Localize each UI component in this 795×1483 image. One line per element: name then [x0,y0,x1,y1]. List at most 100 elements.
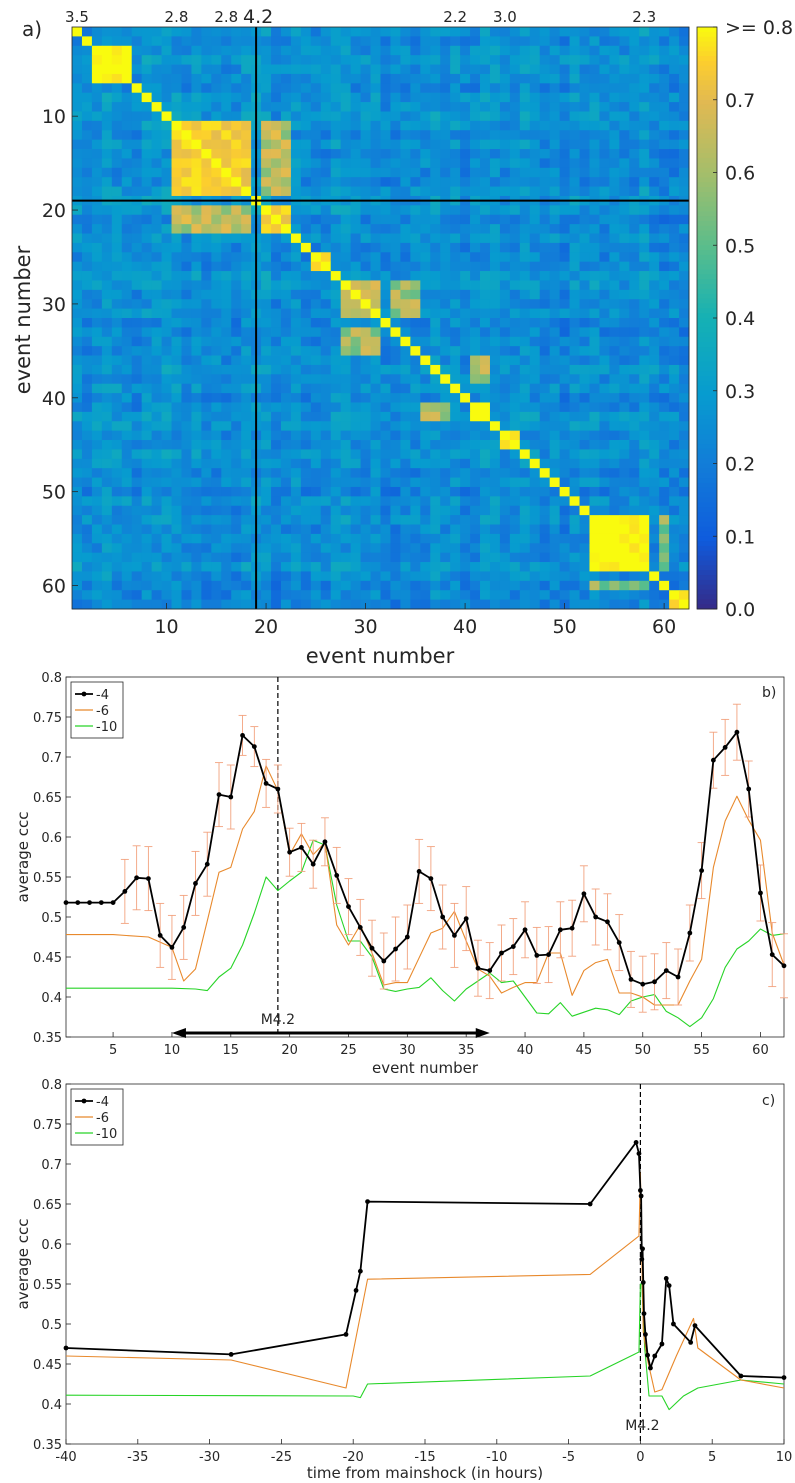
heatmap-cell [589,111,600,122]
heatmap-cell [569,92,580,103]
heatmap-cell [261,214,272,225]
heatmap-cell [659,411,670,422]
heatmap-cell [499,224,511,234]
heatmap-cell [629,224,640,234]
heatmap-cell [599,336,610,347]
heatmap-cell [141,308,153,319]
heatmap-cell [121,355,133,366]
heatmap-cell [181,45,192,56]
heatmap-cell [231,496,242,507]
heatmap-cell [380,224,391,234]
heatmap-cell [569,393,580,403]
heatmap-cell [519,515,531,525]
heatmap-cell [529,280,541,291]
heatmap-cell [480,233,491,244]
colorbar-segment [697,148,717,154]
colorbar-segment [697,284,717,290]
heatmap-cell [350,158,361,169]
heatmap-cell [141,393,153,403]
heatmap-cell [380,299,391,310]
heatmap-cell [599,449,610,460]
heatmap-cell [569,449,580,460]
heatmap-cell [72,468,83,478]
heatmap-cell [519,336,531,347]
ytick-label: 0.55 [33,1278,62,1293]
heatmap-cell [679,299,690,310]
heatmap-cell [549,524,561,535]
heatmap-cell [181,289,192,300]
heatmap-cell [669,571,680,582]
heatmap-cell [679,571,690,582]
heatmap-cell [410,590,421,601]
heatmap-cell [81,280,93,291]
heatmap-cell [509,449,521,460]
heatmap-cell [81,458,93,469]
heatmap-cell [320,402,332,413]
heatmap-cell [460,327,471,338]
heatmap-cell [380,111,391,122]
heatmap-cell [121,64,133,75]
panel-c-line-chart: c) -40 -35 -30 -25 -20 -15 -10 -5 0 5 100.350.40.4… [14,1078,792,1482]
heatmap-cell [599,458,610,469]
heatmap-cell [81,205,93,216]
heatmap-cell [360,64,371,75]
heatmap-cell [211,158,222,169]
data-point [353,1288,359,1293]
heatmap-cell [410,167,421,178]
heatmap-cell [400,346,411,356]
heatmap-cell [480,205,491,216]
heatmap-cell [290,102,302,112]
heatmap-cell [241,186,252,197]
heatmap-cell [400,533,411,544]
heatmap-cell [440,139,451,150]
heatmap-cell [201,318,212,328]
heatmap-cell [499,111,511,122]
heatmap-cell [111,524,123,535]
heatmap-cell [430,55,441,65]
heatmap-cell [380,374,391,385]
data-point [228,794,234,800]
heatmap-cell [489,562,501,572]
heatmap-cell [599,289,610,300]
heatmap-cell [261,562,272,572]
heatmap-cell [440,120,451,131]
heatmap-cell [290,27,302,37]
heatmap-cell [669,524,680,535]
heatmap-cell [410,318,421,328]
heatmap-cell [171,64,182,75]
window-arrow-head-right [475,1028,490,1038]
data-point [663,1276,669,1281]
heatmap-cell [271,580,282,591]
heatmap-cell [131,552,143,563]
heatmap-cell [599,318,610,328]
heatmap-cell [201,139,212,150]
heatmap-cell [529,73,541,84]
heatmap-cell [121,571,133,582]
heatmap-cell [350,411,361,422]
heatmap-cell [141,102,153,112]
heatmap-cell [549,449,561,460]
heatmap-cell [131,289,143,300]
heatmap-cell [340,402,352,413]
heatmap-cell [539,318,551,328]
heatmap-cell [460,27,471,37]
heatmap-cell [360,120,371,131]
heatmap-cell [320,477,332,488]
heatmap-cell [400,580,411,591]
heatmap-cell [101,421,113,432]
heatmap-cell [480,543,491,554]
heatmap-cell [241,552,252,563]
heatmap-cell [559,214,570,225]
heatmap-cell [390,27,401,37]
heatmap-cell [330,486,342,497]
heatmap-cell [221,102,232,112]
heatmap-cell [280,186,292,197]
heatmap-cell [81,271,93,281]
heatmap-cell [519,552,531,563]
heatmap-cell [171,458,182,469]
heatmap-cell [639,233,650,244]
heatmap-cell [72,515,83,525]
heatmap-cell [420,252,431,263]
colorbar-segment [697,516,717,523]
heatmap-cell [440,158,451,169]
